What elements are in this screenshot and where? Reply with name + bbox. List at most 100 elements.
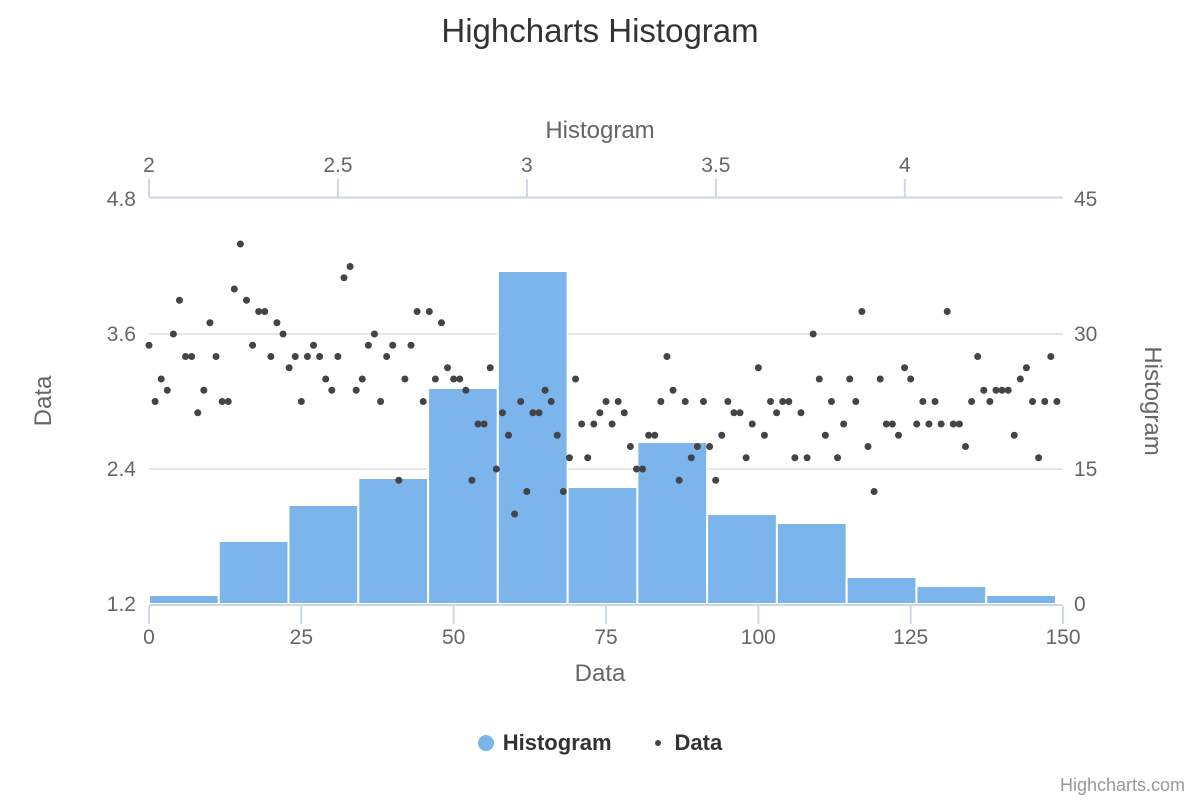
data-point[interactable] [693, 443, 701, 450]
data-point[interactable] [767, 398, 775, 405]
data-point[interactable] [1010, 431, 1018, 439]
data-point[interactable] [809, 330, 817, 338]
data-point[interactable] [675, 476, 683, 484]
data-point[interactable] [328, 386, 336, 394]
data-point[interactable] [913, 420, 921, 428]
data-point[interactable] [882, 420, 890, 428]
data-point[interactable] [1035, 454, 1043, 462]
data-point[interactable] [748, 420, 756, 428]
data-point[interactable] [230, 285, 238, 293]
data-point[interactable] [1053, 398, 1061, 405]
data-point[interactable] [206, 319, 214, 327]
data-point[interactable] [980, 386, 988, 394]
data-point[interactable] [858, 308, 866, 315]
data-point[interactable] [322, 375, 330, 383]
data-point[interactable] [310, 341, 318, 349]
data-point[interactable] [389, 341, 397, 349]
data-point[interactable] [974, 353, 982, 360]
data-point[interactable] [718, 431, 726, 439]
data-point[interactable] [303, 353, 311, 360]
data-point[interactable] [620, 409, 628, 417]
data-point[interactable] [145, 341, 153, 349]
data-point[interactable] [821, 431, 829, 439]
data-point[interactable] [791, 454, 799, 462]
data-point[interactable] [383, 353, 391, 360]
data-point[interactable] [297, 398, 305, 405]
data-point[interactable] [553, 431, 561, 439]
data-point[interactable] [498, 409, 506, 417]
data-point[interactable] [273, 319, 281, 327]
data-point[interactable] [834, 454, 842, 462]
data-point[interactable] [663, 353, 671, 360]
data-point[interactable] [937, 420, 945, 428]
data-point[interactable] [1029, 398, 1037, 405]
data-point[interactable] [462, 386, 470, 394]
data-point[interactable] [779, 398, 787, 405]
data-point[interactable] [437, 319, 445, 327]
data-point[interactable] [285, 364, 293, 372]
data-point[interactable] [480, 420, 488, 428]
data-point[interactable] [468, 476, 476, 484]
data-point[interactable] [444, 364, 452, 372]
credits-link[interactable]: Highcharts.com [1059, 775, 1185, 795]
data-point[interactable] [888, 420, 896, 428]
data-point[interactable] [425, 308, 433, 315]
data-point[interactable] [200, 386, 208, 394]
data-point[interactable] [523, 488, 531, 495]
data-point[interactable] [894, 431, 902, 439]
data-point[interactable] [968, 398, 976, 405]
data-point[interactable] [736, 409, 744, 417]
histogram-bar[interactable] [985, 594, 1057, 605]
data-point[interactable] [1016, 375, 1024, 383]
data-point[interactable] [492, 465, 500, 473]
data-point[interactable] [803, 454, 811, 462]
data-point[interactable] [681, 398, 689, 405]
data-point[interactable] [224, 398, 232, 405]
data-point[interactable] [754, 364, 762, 372]
histogram-bar[interactable] [427, 387, 499, 605]
data-point[interactable] [864, 443, 872, 450]
data-point[interactable] [907, 375, 915, 383]
histogram-bar[interactable] [566, 486, 639, 605]
histogram-bar[interactable] [217, 540, 290, 605]
data-point[interactable] [962, 443, 970, 450]
data-point[interactable] [517, 398, 525, 405]
legend-item-histogram[interactable]: Histogram [477, 730, 612, 756]
data-point[interactable] [992, 386, 1000, 394]
data-point[interactable] [249, 341, 257, 349]
data-point[interactable] [267, 353, 275, 360]
data-point[interactable] [182, 353, 190, 360]
data-point[interactable] [334, 353, 342, 360]
data-point[interactable] [565, 454, 573, 462]
data-point[interactable] [370, 330, 378, 338]
data-point[interactable] [261, 308, 269, 315]
data-point[interactable] [194, 409, 202, 417]
data-point[interactable] [901, 364, 909, 372]
data-point[interactable] [1041, 398, 1049, 405]
data-point[interactable] [626, 443, 634, 450]
data-point[interactable] [919, 398, 927, 405]
data-point[interactable] [773, 409, 781, 417]
data-point[interactable] [450, 375, 458, 383]
data-point[interactable] [1047, 353, 1055, 360]
data-point[interactable] [943, 308, 951, 315]
data-point[interactable] [742, 454, 750, 462]
data-point[interactable] [316, 353, 324, 360]
data-point[interactable] [218, 398, 226, 405]
data-point[interactable] [925, 420, 933, 428]
data-point[interactable] [760, 431, 768, 439]
data-point[interactable] [157, 375, 165, 383]
data-point[interactable] [188, 353, 196, 360]
data-point[interactable] [431, 375, 439, 383]
data-point[interactable] [846, 375, 854, 383]
histogram-bar[interactable] [775, 522, 848, 605]
data-point[interactable] [632, 465, 640, 473]
data-point[interactable] [547, 398, 555, 405]
data-point[interactable] [730, 409, 738, 417]
data-point[interactable] [401, 375, 409, 383]
data-point[interactable] [395, 476, 403, 484]
data-point[interactable] [840, 420, 848, 428]
data-point[interactable] [815, 375, 823, 383]
data-point[interactable] [456, 375, 464, 383]
data-point[interactable] [986, 398, 994, 405]
